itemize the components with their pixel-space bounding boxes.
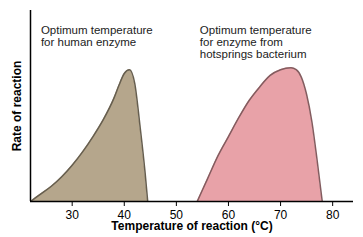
svg-text:80: 80 [326,208,340,222]
svg-text:Optimum temperaturefor enzyme: Optimum temperaturefor enzyme fromhotspr… [200,24,312,60]
svg-text:Temperature of reaction (°C): Temperature of reaction (°C) [111,219,272,233]
svg-text:40: 40 [117,208,131,222]
svg-text:30: 30 [65,208,79,222]
svg-text:50: 50 [169,208,184,222]
svg-text:60: 60 [221,208,236,222]
svg-text:70: 70 [274,208,288,222]
svg-text:Optimum temperaturefor human e: Optimum temperaturefor human enzyme [41,24,153,48]
svg-text:Rate of reaction: Rate of reaction [10,61,24,152]
